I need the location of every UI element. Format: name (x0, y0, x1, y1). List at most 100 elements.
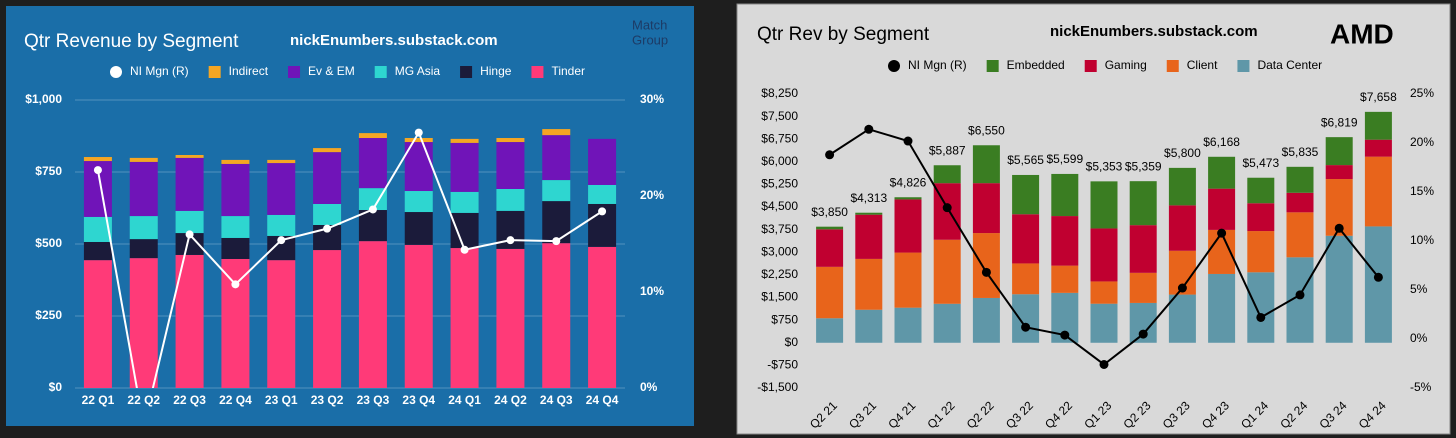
bar-segment (933, 303, 961, 343)
x-tick-label: 23 Q2 (311, 393, 344, 407)
bar-segment (358, 133, 387, 139)
bar-segment (404, 244, 433, 388)
bar-segment (816, 226, 844, 230)
legend-label: Client (1187, 58, 1218, 72)
legend-swatch (1237, 60, 1250, 72)
y-tick-label: -$750 (767, 358, 798, 372)
bar-segment (496, 142, 525, 189)
x-tick-label: 22 Q3 (173, 393, 206, 407)
bar-segment (313, 250, 342, 388)
total-label: $5,887 (929, 143, 966, 157)
bar-segment (1051, 265, 1079, 293)
bar-segment (1129, 181, 1157, 226)
bar-segment (129, 157, 158, 162)
panel-left (6, 6, 694, 426)
legend-label: NI Mgn (R) (908, 58, 967, 72)
bar-segment (267, 260, 296, 388)
bar-segment (855, 212, 883, 215)
bar-segment (450, 191, 479, 213)
bar-segment (1286, 192, 1314, 213)
y-tick-label: $500 (35, 236, 62, 250)
legend-swatch (460, 66, 473, 78)
total-label: $5,565 (1007, 153, 1044, 167)
logo: Match (632, 17, 667, 32)
bar-segment (404, 138, 433, 143)
legend-marker (888, 60, 900, 72)
bar-segment (588, 138, 617, 185)
bar-segment (358, 210, 387, 242)
chart-subtitle: nickEnumbers.substack.com (1050, 23, 1258, 40)
bar-segment (496, 248, 525, 388)
x-tick-label: 22 Q4 (219, 393, 252, 407)
line-marker (825, 150, 835, 160)
legend-swatch (288, 66, 301, 78)
bar-segment (1364, 139, 1392, 157)
bar-segment (855, 214, 883, 259)
line-marker (598, 207, 607, 216)
line-marker (414, 128, 423, 137)
line-marker (981, 267, 991, 277)
legend-swatch (374, 66, 387, 78)
legend-label: Ev & EM (308, 64, 355, 78)
chart: Qtr Rev by Segment nickEnumbers.substack.… (757, 18, 1434, 431)
bar-segment (855, 258, 883, 310)
line-marker (864, 124, 874, 134)
bar-segment (972, 183, 1000, 234)
bar-segment (358, 188, 387, 211)
line-marker (1021, 322, 1031, 332)
bar-segment (267, 214, 296, 236)
y-tick-label: $2,250 (761, 267, 798, 281)
bar-segment (1208, 273, 1236, 343)
bar-segment (313, 152, 342, 204)
total-label: $5,800 (1164, 146, 1201, 160)
bar-segment (1012, 263, 1040, 295)
bar-segment (972, 145, 1000, 184)
y-tick-label: $4,500 (761, 199, 798, 213)
bar-segment (1364, 156, 1392, 227)
line-marker (1177, 283, 1187, 293)
x-tick-label: 24 Q2 (494, 393, 527, 407)
bar-segment (855, 309, 883, 343)
total-label: $5,353 (1086, 160, 1123, 174)
line-marker (903, 136, 913, 146)
bar-segment (933, 165, 961, 184)
bar-segment (1286, 212, 1314, 258)
bar-segment (1364, 226, 1392, 343)
total-label: $4,826 (890, 175, 927, 189)
bar-segment (404, 191, 433, 213)
chart-title: Qtr Revenue by Segment (24, 31, 239, 52)
y2-tick-label: 30% (640, 92, 664, 106)
legend-label: Gaming (1105, 58, 1147, 72)
total-label: $6,819 (1321, 115, 1358, 129)
bar-segment (588, 246, 617, 388)
bar-segment (175, 157, 204, 211)
bar-segment (1247, 231, 1275, 273)
line-marker (231, 280, 240, 289)
y-tick-label: $3,000 (761, 244, 798, 258)
bar-segment (1325, 137, 1353, 166)
y-tick-label: $8,250 (761, 86, 798, 100)
bar-segment (1208, 156, 1236, 189)
bar-segment (83, 260, 112, 388)
total-label: $7,658 (1360, 90, 1397, 104)
legend-label: Tinder (551, 64, 585, 78)
line-marker (1060, 330, 1070, 340)
y2-tick-label: 0% (1410, 331, 1428, 345)
y2-tick-label: 0% (640, 380, 658, 394)
bar-segment (1208, 188, 1236, 230)
total-label: $5,599 (1046, 152, 1083, 166)
bar-segment (313, 148, 342, 153)
bar-segment (894, 252, 922, 308)
bar-segment (816, 318, 844, 343)
y-tick-label: $750 (771, 312, 798, 326)
x-tick-label: 22 Q1 (82, 393, 115, 407)
bar-segment (129, 216, 158, 240)
line-marker (1256, 312, 1266, 322)
chart-title: Qtr Rev by Segment (757, 24, 930, 45)
bar-segment (1364, 111, 1392, 140)
legend-swatch (986, 60, 999, 72)
logo: Group (632, 32, 668, 47)
y-tick-label: $0 (49, 380, 63, 394)
line-marker (942, 203, 952, 213)
line-marker (185, 230, 194, 239)
